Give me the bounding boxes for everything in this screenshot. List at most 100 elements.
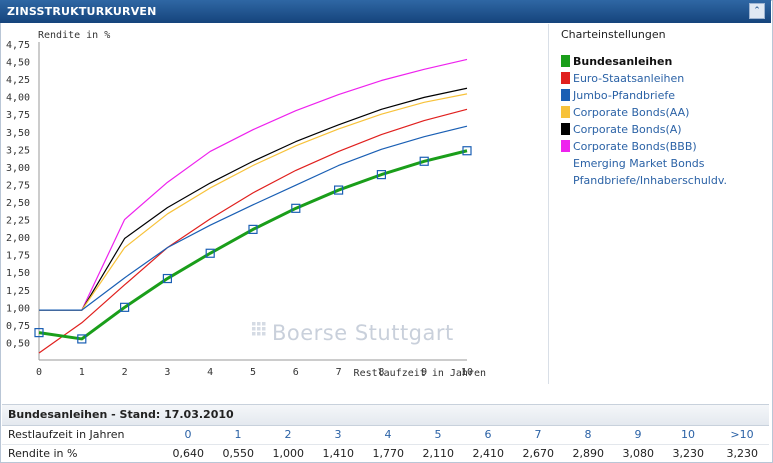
chart-settings-panel: Charteinstellungen Bundesanleihen Euro-St… bbox=[561, 28, 766, 189]
maturity-row-label: Restlaufzeit in Jahren bbox=[8, 428, 125, 441]
maturity-cell[interactable]: 9 bbox=[634, 428, 642, 441]
series-color-swatch bbox=[561, 89, 570, 101]
y-tick-label: 4,75 bbox=[6, 40, 30, 51]
maturity-cell[interactable]: 5 bbox=[434, 428, 442, 441]
data-point-marker bbox=[462, 146, 472, 156]
series-color-swatch bbox=[561, 123, 570, 135]
y-tick-label: 2,50 bbox=[6, 198, 30, 209]
settings-item[interactable]: Euro-Staatsanleihen bbox=[561, 70, 766, 87]
maturity-cell[interactable]: 6 bbox=[484, 428, 492, 441]
data-point-marker bbox=[334, 185, 344, 195]
settings-item-label: Corporate Bonds(A) bbox=[573, 123, 682, 136]
widget-title: ZINSSTRUKTURKURVEN bbox=[7, 5, 157, 18]
y-tick-label: 4,25 bbox=[6, 75, 30, 86]
maturity-cell[interactable]: 2 bbox=[284, 428, 292, 441]
series-line-bundesanleihen bbox=[38, 149, 468, 341]
settings-title: Charteinstellungen bbox=[561, 28, 666, 41]
y-tick-label: 1,50 bbox=[6, 268, 30, 279]
y-tick-label: 0,50 bbox=[6, 338, 30, 349]
x-axis-label: Restlaufzeit in Jahren bbox=[354, 368, 486, 379]
settings-item[interactable]: Jumbo-Pfandbriefe bbox=[561, 87, 766, 104]
settings-item-label: Pfandbriefe/Inhaberschuldv. bbox=[573, 174, 727, 187]
settings-item[interactable]: Pfandbriefe/Inhaberschuldv. bbox=[561, 172, 766, 189]
series-color-swatch bbox=[561, 55, 570, 67]
x-tick-label: 1 bbox=[79, 367, 85, 378]
watermark-logo-dot bbox=[252, 332, 256, 336]
yield-cell: 2,890 bbox=[572, 447, 605, 460]
settings-item-label: Emerging Market Bonds bbox=[573, 157, 705, 170]
watermark-logo-dot bbox=[252, 327, 256, 331]
yield-cell: 3,230 bbox=[672, 447, 705, 460]
maturity-row: Restlaufzeit in Jahren 0 1 2 3 4 5 6 7 8 9 10 >10 bbox=[2, 426, 769, 445]
y-axis-label: Rendite in % bbox=[38, 30, 110, 41]
y-tick-label: 0,75 bbox=[6, 321, 30, 332]
maturity-cell[interactable]: 3 bbox=[334, 428, 342, 441]
settings-item[interactable]: Corporate Bonds(BBB) bbox=[561, 138, 766, 155]
data-point-marker bbox=[77, 334, 87, 344]
y-tick-label: 3,50 bbox=[6, 128, 30, 139]
maturity-cell[interactable]: 10 bbox=[681, 428, 695, 441]
data-point-marker bbox=[34, 328, 44, 338]
series-line-corporate-bonds-aa bbox=[39, 93, 468, 311]
data-point-marker bbox=[376, 170, 386, 180]
settings-item-label: Euro-Staatsanleihen bbox=[573, 72, 685, 85]
widget-header: ZINSSTRUKTURKURVEN ⌃ bbox=[0, 0, 771, 23]
series-line-corporate-bonds-a bbox=[39, 87, 468, 311]
x-tick-label: 5 bbox=[250, 367, 256, 378]
table-heading: Bundesanleihen - Stand: 17.03.2010 bbox=[8, 408, 234, 421]
watermark-logo-dot bbox=[262, 327, 266, 331]
yield-cell: 1,770 bbox=[372, 447, 405, 460]
maturity-cell[interactable]: 0 bbox=[184, 428, 192, 441]
settings-item-label: Bundesanleihen bbox=[573, 55, 673, 68]
series-color-swatch bbox=[561, 140, 570, 152]
watermark-logo-dot bbox=[257, 322, 261, 326]
settings-item[interactable]: Corporate Bonds(AA) bbox=[561, 104, 766, 121]
yield-cell: 2,410 bbox=[472, 447, 505, 460]
series-color-swatch bbox=[561, 72, 570, 84]
data-point-marker bbox=[205, 248, 215, 258]
x-tick-label: 6 bbox=[293, 367, 299, 378]
series-color-swatch bbox=[561, 106, 570, 118]
x-tick-label: 9 bbox=[421, 367, 427, 378]
settings-item[interactable]: Emerging Market Bonds bbox=[561, 155, 766, 172]
data-point-marker bbox=[119, 302, 130, 312]
maturity-cell[interactable]: 7 bbox=[534, 428, 542, 441]
yield-cell: 0,640 bbox=[172, 447, 205, 460]
settings-item[interactable]: Bundesanleihen bbox=[561, 53, 766, 70]
watermark-logo-dot bbox=[257, 332, 261, 336]
y-tick-label: 3,75 bbox=[6, 110, 30, 121]
watermark-logo-dot bbox=[262, 322, 266, 326]
y-tick-label: 1,75 bbox=[6, 251, 30, 262]
y-tick-label: 3,25 bbox=[6, 145, 30, 156]
yield-cell: 3,230 bbox=[726, 447, 759, 460]
watermark-logo-dot bbox=[252, 322, 256, 326]
settings-item[interactable]: Corporate Bonds(A) bbox=[561, 121, 766, 138]
yield-cell: 1,000 bbox=[272, 447, 305, 460]
table-heading-bar: Bundesanleihen - Stand: 17.03.2010 bbox=[2, 404, 769, 426]
data-point-marker bbox=[291, 203, 301, 213]
yield-cell: 3,080 bbox=[622, 447, 655, 460]
yield-row-label: Rendite in % bbox=[8, 447, 78, 460]
series-line-euro-staatsanleihen bbox=[38, 108, 468, 354]
y-tick-label: 1,00 bbox=[6, 303, 30, 314]
y-tick-label: 2,25 bbox=[6, 216, 30, 227]
yield-cell: 2,110 bbox=[422, 447, 455, 460]
y-tick-label: 4,50 bbox=[6, 58, 30, 69]
series-line-jumbo-pfandbriefe bbox=[39, 125, 468, 311]
x-tick-label: 7 bbox=[336, 367, 342, 378]
y-tick-label: 2,00 bbox=[6, 233, 30, 244]
watermark-logo-dot bbox=[257, 327, 261, 331]
collapse-icon[interactable]: ⌃ bbox=[749, 3, 765, 19]
x-tick-label: 8 bbox=[378, 367, 384, 378]
x-tick-label: 10 bbox=[461, 367, 473, 378]
data-point-marker bbox=[162, 273, 172, 284]
yield-row: Rendite in % 0,640 0,550 1,000 1,410 1,770 2,… bbox=[2, 445, 769, 463]
y-tick-label: 4,00 bbox=[6, 93, 30, 104]
maturity-cell[interactable]: 4 bbox=[384, 428, 392, 441]
x-tick-label: 0 bbox=[36, 367, 42, 378]
maturity-cell[interactable]: >10 bbox=[730, 428, 754, 441]
watermark: Boerse Stuttgart bbox=[272, 321, 454, 345]
maturity-cell[interactable]: 1 bbox=[234, 428, 242, 441]
maturity-cell[interactable]: 8 bbox=[584, 428, 592, 441]
data-point-marker bbox=[248, 224, 258, 234]
